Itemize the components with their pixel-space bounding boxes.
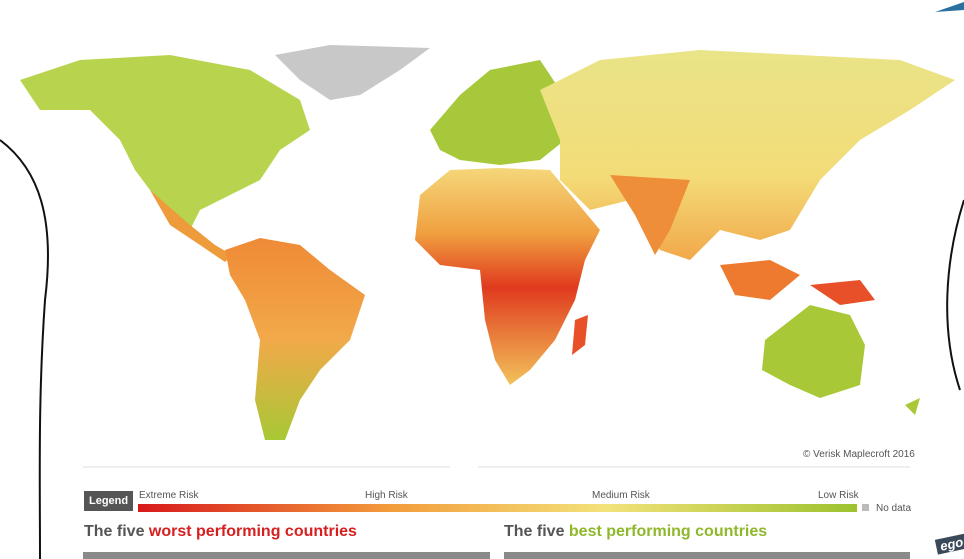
- asia: [540, 50, 955, 260]
- heading-prefix: The five: [84, 523, 149, 540]
- legend-gradient: [138, 504, 857, 512]
- section-heading: The five worst performing countries: [84, 523, 357, 541]
- legend-label: High Risk: [365, 490, 408, 501]
- edge-curve: [946, 199, 964, 391]
- heading-prefix: The five: [504, 523, 569, 540]
- europe: [430, 60, 565, 165]
- madagascar: [572, 315, 588, 355]
- australia: [762, 305, 865, 398]
- credit: © Verisk Maplecroft 2016: [803, 449, 915, 460]
- new-zealand: [905, 398, 920, 415]
- legend-box: [84, 491, 133, 511]
- section-heading: The five best performing countries: [504, 523, 767, 541]
- heading-highlight: best performing countries: [568, 523, 768, 540]
- table-bar: [83, 552, 490, 559]
- legend-title: Legend: [89, 495, 129, 507]
- table-bar: [504, 552, 910, 559]
- greenland: [275, 45, 430, 100]
- southeast-asia: [720, 260, 800, 300]
- central-america: [150, 190, 232, 262]
- edge-shape: [935, 2, 964, 12]
- no-data-label: No data: [876, 503, 912, 514]
- edge-curve: [0, 139, 49, 559]
- africa: [415, 168, 600, 385]
- no-data-swatch: [862, 504, 869, 511]
- new-guinea: [810, 280, 875, 305]
- legend-label: Medium Risk: [592, 490, 650, 501]
- heading-highlight: worst performing countries: [148, 523, 357, 540]
- india: [610, 175, 690, 255]
- south-america: [225, 238, 365, 440]
- north-america: [20, 55, 310, 230]
- legend-label: Extreme Risk: [139, 490, 199, 501]
- legend-label: Low Risk: [818, 490, 859, 501]
